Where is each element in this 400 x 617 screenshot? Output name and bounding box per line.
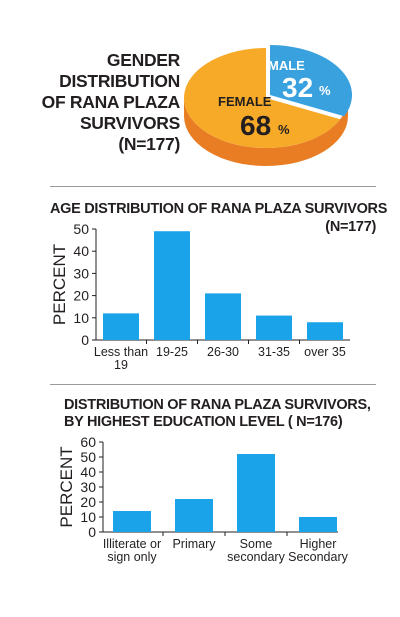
- age-bar: [103, 313, 139, 340]
- age-y-tick-label: 10: [73, 310, 89, 326]
- age-y-axis-label: PERCENT: [50, 244, 69, 325]
- education-chart-title: DISTRIBUTION OF RANA PLAZA SURVIVORS, BY…: [64, 397, 371, 431]
- pie-title-line: (N=177): [118, 134, 180, 154]
- edu-bar: [299, 517, 337, 532]
- pie-unit-female: %: [278, 122, 290, 137]
- age-x-tick-label: Less than: [94, 345, 148, 359]
- age-x-tick-label: 26-30: [207, 345, 239, 359]
- education-title-line: DISTRIBUTION OF RANA PLAZA SURVIVORS,: [64, 397, 371, 413]
- pie-unit-male: %: [319, 83, 331, 98]
- pie-title-line: OF RANA PLAZA: [41, 92, 181, 112]
- pie-chart-title: GENDER DISTRIBUTION OF RANA PLAZA SURVIV…: [30, 50, 181, 155]
- edu-bar: [175, 499, 213, 532]
- age-bar: [307, 322, 343, 340]
- age-y-tick-label: 30: [73, 265, 89, 281]
- pie-title-line: SURVIVORS: [79, 113, 180, 133]
- pie-value-female: 68: [240, 110, 271, 141]
- edu-y-tick-label: 40: [80, 464, 96, 480]
- age-x-tick-label: 19: [114, 358, 128, 372]
- pie-slice-female: [183, 48, 341, 148]
- age-chart-title-text: AGE DISTRIBUTION OF RANA PLAZA SURVIVORS: [50, 201, 388, 217]
- age-chart-subtitle-text: (N=177): [325, 219, 376, 235]
- edu-x-tick-label: Some: [240, 537, 273, 551]
- edu-x-tick-label: Primary: [172, 537, 216, 551]
- edu-y-tick-label: 50: [80, 449, 96, 465]
- age-x-tick-label: 19-25: [156, 345, 188, 359]
- education-title-line: BY HIGHEST EDUCATION LEVEL ( N=176): [64, 414, 343, 430]
- section-divider: [50, 384, 376, 385]
- edu-x-tick-label: Secondary: [288, 550, 349, 564]
- age-y-tick-label: 40: [73, 243, 89, 259]
- edu-y-tick-label: 20: [80, 494, 96, 510]
- edu-bar: [113, 511, 151, 532]
- age-chart-subtitle: (N=177): [325, 219, 376, 236]
- edu-y-tick-label: 10: [80, 509, 96, 525]
- age-bar: [205, 293, 241, 340]
- age-x-tick-label: 31-35: [258, 345, 290, 359]
- pie-value-male: 32: [282, 72, 313, 103]
- age-bar: [154, 231, 190, 340]
- pie-slice-male: [270, 45, 352, 117]
- age-chart-title: AGE DISTRIBUTION OF RANA PLAZA SURVIVORS: [50, 201, 387, 218]
- age-bar: [256, 315, 292, 340]
- edu-bar: [237, 454, 275, 532]
- edu-x-tick-label: Higher: [300, 537, 337, 551]
- edu-y-tick-label: 30: [80, 479, 96, 495]
- pie-label-female: FEMALE: [218, 94, 272, 109]
- age-y-tick-label: 50: [73, 221, 89, 237]
- age-y-tick-label: 20: [73, 288, 89, 304]
- section-divider: [50, 186, 376, 187]
- pie-title-line: DISTRIBUTION: [59, 71, 180, 91]
- pie-title-line: GENDER: [106, 50, 180, 70]
- age-x-tick-label: over 35: [304, 345, 346, 359]
- edu-y-axis-label: PERCENT: [57, 446, 76, 527]
- pie-side-female: [184, 98, 348, 166]
- pie-label-male: MALE: [268, 58, 305, 73]
- edu-y-tick-label: 60: [80, 434, 96, 450]
- edu-y-tick-label: 0: [88, 524, 96, 540]
- edu-x-tick-label: secondary: [227, 550, 285, 564]
- edu-x-tick-label: Illiterate or: [103, 537, 161, 551]
- age-y-tick-label: 0: [81, 332, 89, 348]
- edu-x-tick-label: sign only: [107, 550, 157, 564]
